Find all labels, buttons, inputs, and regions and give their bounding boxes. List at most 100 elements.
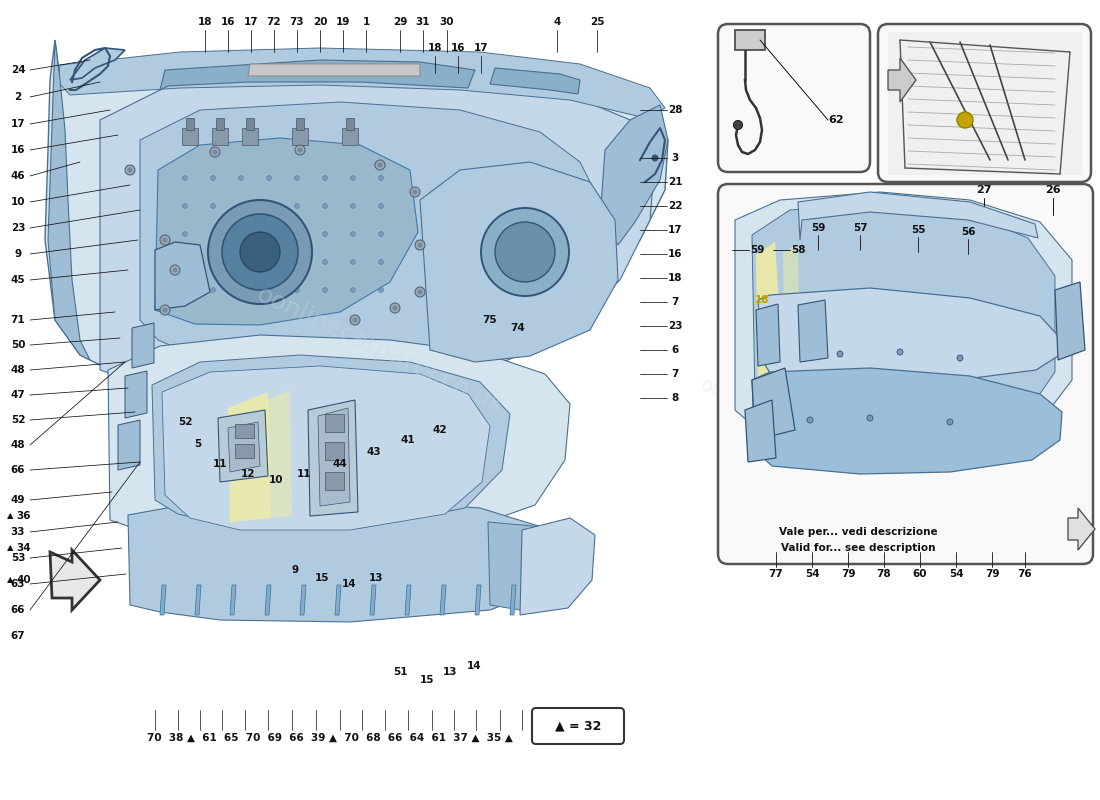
Polygon shape xyxy=(888,32,1082,175)
Text: 16: 16 xyxy=(221,17,235,27)
Circle shape xyxy=(651,154,659,162)
Text: 10: 10 xyxy=(11,197,25,207)
Polygon shape xyxy=(235,444,254,458)
Polygon shape xyxy=(756,242,785,400)
Text: 26: 26 xyxy=(1045,185,1060,195)
Text: 11: 11 xyxy=(297,469,311,479)
Text: 8: 8 xyxy=(671,393,679,403)
Polygon shape xyxy=(440,585,446,615)
Polygon shape xyxy=(758,288,1060,384)
Text: 67: 67 xyxy=(11,631,25,641)
FancyBboxPatch shape xyxy=(718,184,1093,564)
Text: 16: 16 xyxy=(451,43,465,53)
Polygon shape xyxy=(218,410,268,482)
Text: 22: 22 xyxy=(668,201,682,211)
Text: 43: 43 xyxy=(366,447,382,457)
Text: 16: 16 xyxy=(668,249,682,259)
Text: 9: 9 xyxy=(14,249,22,259)
Text: 75: 75 xyxy=(483,315,497,325)
Polygon shape xyxy=(420,162,618,362)
Text: 12: 12 xyxy=(241,469,255,479)
Circle shape xyxy=(415,287,425,297)
Text: 17: 17 xyxy=(244,17,258,27)
Text: 70  38 ▲  61  65  70  69  66  39 ▲  70  68  66  64  61  37 ▲  35 ▲: 70 38 ▲ 61 65 70 69 66 39 ▲ 70 68 66 64 … xyxy=(147,733,513,743)
Circle shape xyxy=(375,160,385,170)
Polygon shape xyxy=(296,118,304,130)
Circle shape xyxy=(734,121,742,130)
Text: 56: 56 xyxy=(960,227,976,237)
Text: 19: 19 xyxy=(336,17,350,27)
Circle shape xyxy=(351,259,355,265)
Circle shape xyxy=(390,303,400,313)
Text: 7: 7 xyxy=(671,369,679,379)
Circle shape xyxy=(418,242,422,247)
Text: 48: 48 xyxy=(11,365,25,375)
Polygon shape xyxy=(318,408,350,506)
Circle shape xyxy=(160,235,170,245)
Text: 63: 63 xyxy=(11,579,25,589)
Polygon shape xyxy=(783,244,800,394)
Circle shape xyxy=(378,231,384,237)
Circle shape xyxy=(210,203,216,209)
Circle shape xyxy=(957,355,962,361)
Circle shape xyxy=(351,231,355,237)
Polygon shape xyxy=(488,522,565,610)
Polygon shape xyxy=(752,368,795,440)
Text: 24: 24 xyxy=(11,65,25,75)
Text: 42: 42 xyxy=(432,425,448,435)
Polygon shape xyxy=(128,500,565,622)
Polygon shape xyxy=(342,128,358,145)
Circle shape xyxy=(266,259,272,265)
Circle shape xyxy=(212,150,218,154)
Text: 16: 16 xyxy=(11,145,25,155)
Text: 9: 9 xyxy=(292,565,298,575)
Circle shape xyxy=(351,287,355,293)
Text: 18: 18 xyxy=(755,295,769,305)
Text: 18: 18 xyxy=(668,273,682,283)
Polygon shape xyxy=(118,420,140,470)
Text: 52: 52 xyxy=(11,415,25,425)
Polygon shape xyxy=(475,585,481,615)
Circle shape xyxy=(163,238,167,242)
Circle shape xyxy=(183,203,187,209)
Text: 58: 58 xyxy=(791,245,805,255)
Text: 18: 18 xyxy=(198,17,212,27)
Polygon shape xyxy=(45,40,668,395)
Circle shape xyxy=(208,200,312,304)
Text: 31: 31 xyxy=(416,17,430,27)
Text: 17: 17 xyxy=(474,43,488,53)
Circle shape xyxy=(183,175,187,181)
Circle shape xyxy=(210,287,216,293)
Text: Valid for... see description: Valid for... see description xyxy=(781,543,935,553)
Circle shape xyxy=(239,203,243,209)
Text: 72: 72 xyxy=(266,17,282,27)
Circle shape xyxy=(210,259,216,265)
Circle shape xyxy=(266,175,272,181)
Polygon shape xyxy=(230,585,236,615)
Circle shape xyxy=(410,187,420,197)
Polygon shape xyxy=(520,518,595,615)
Polygon shape xyxy=(292,128,308,145)
Circle shape xyxy=(322,287,328,293)
Text: 13: 13 xyxy=(368,573,383,583)
Polygon shape xyxy=(324,442,344,460)
Circle shape xyxy=(239,259,243,265)
Polygon shape xyxy=(212,128,228,145)
Text: 5: 5 xyxy=(195,439,201,449)
Circle shape xyxy=(173,267,177,273)
Text: 13: 13 xyxy=(442,667,458,677)
Circle shape xyxy=(378,259,384,265)
Text: 17: 17 xyxy=(11,119,25,129)
Text: 48: 48 xyxy=(11,440,25,450)
Text: 15: 15 xyxy=(315,573,329,583)
Polygon shape xyxy=(235,424,254,438)
Polygon shape xyxy=(308,400,358,516)
Circle shape xyxy=(239,175,243,181)
Text: 3: 3 xyxy=(671,153,679,163)
Text: Vale per... vedi descrizione: Vale per... vedi descrizione xyxy=(779,527,937,537)
Polygon shape xyxy=(1055,282,1085,360)
Polygon shape xyxy=(100,70,654,392)
Polygon shape xyxy=(160,60,475,90)
FancyBboxPatch shape xyxy=(878,24,1091,182)
Circle shape xyxy=(183,259,187,265)
